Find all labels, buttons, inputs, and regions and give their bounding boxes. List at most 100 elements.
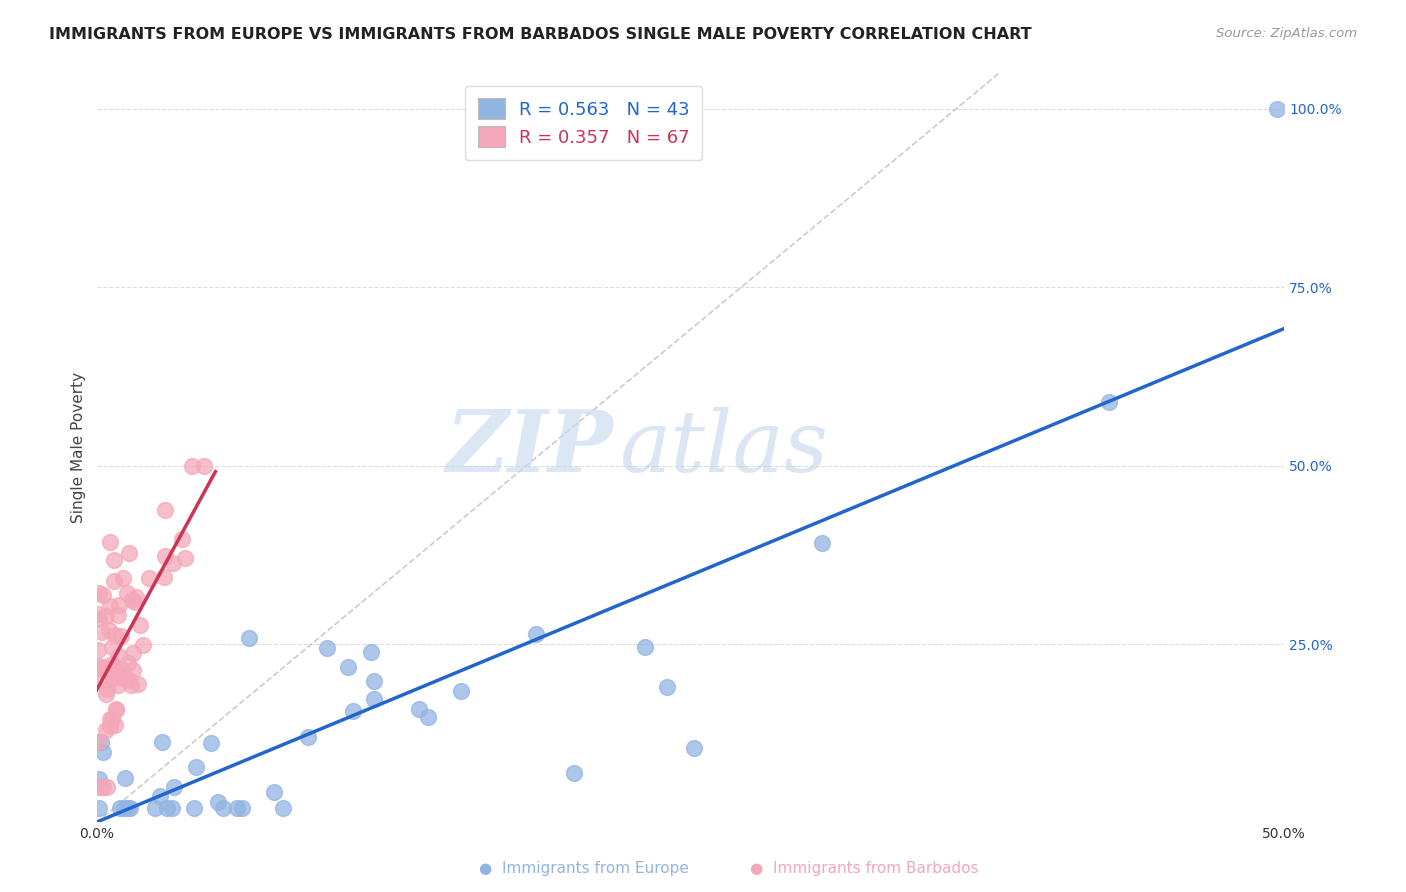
Point [98,624,121,638]
Text: atlas: atlas [619,407,828,489]
Point [98,712,121,726]
Point [122,646,145,660]
Text: ZIP: ZIP [446,406,613,490]
Point [87,642,110,657]
Point [90,661,112,675]
Point [450,684,472,698]
Point [118,546,141,560]
Point [127,677,149,691]
Point [87,735,110,749]
Point [811,535,834,549]
Point [89,801,111,815]
Point [184,760,207,774]
Point [655,680,678,694]
Point [132,638,155,652]
Point [87,607,110,622]
Point [107,607,129,622]
Point [104,666,127,681]
Point [105,701,128,715]
Point [138,570,160,584]
Point [101,671,124,685]
Point [316,640,339,655]
Point [91,588,114,602]
Point [117,801,139,815]
Point [114,672,136,686]
Point [104,627,127,641]
Point [115,586,138,600]
Point [342,704,364,718]
Point [1265,102,1288,116]
Point [111,571,134,585]
Point [87,658,110,673]
Point [101,657,124,672]
Point [114,771,136,785]
Point [207,795,229,809]
Point [153,549,176,563]
Text: ●  Immigrants from Barbados: ● Immigrants from Barbados [751,861,979,876]
Point [174,550,197,565]
Point [156,801,179,815]
Point [110,629,132,643]
Point [103,574,125,588]
Point [524,627,547,641]
Point [87,772,110,786]
Text: ●  Immigrants from Europe: ● Immigrants from Europe [478,861,689,876]
Point [90,735,112,749]
Point [408,702,430,716]
Point [101,640,124,654]
Point [1098,395,1121,409]
Point [93,672,115,686]
Point [96,682,118,697]
Point [93,780,115,794]
Point [91,624,114,639]
Legend: R = 0.563   N = 43, R = 0.357   N = 67: R = 0.563 N = 43, R = 0.357 N = 67 [465,86,703,160]
Point [103,659,125,673]
Point [122,663,145,677]
Point [96,609,118,624]
Point [121,593,143,607]
Point [160,801,183,815]
Point [107,678,129,692]
Point [271,801,294,815]
Point [107,649,129,664]
Point [107,666,129,681]
Point [225,801,247,815]
Point [153,570,176,584]
Point [363,692,385,706]
Point [153,503,176,517]
Point [118,801,141,815]
Point [297,731,319,745]
Point [162,557,184,571]
Point [193,458,215,473]
Point [98,599,121,613]
Point [96,780,118,794]
Point [124,595,146,609]
Point [87,780,110,794]
Point [98,534,121,549]
Point [112,801,135,815]
Point [634,640,657,655]
Text: Source: ZipAtlas.com: Source: ZipAtlas.com [1216,27,1357,40]
Point [93,660,115,674]
Point [125,590,148,604]
Point [120,678,142,692]
Text: IMMIGRANTS FROM EUROPE VS IMMIGRANTS FROM BARBADOS SINGLE MALE POVERTY CORRELATI: IMMIGRANTS FROM EUROPE VS IMMIGRANTS FRO… [49,27,1032,42]
Point [98,719,121,733]
Point [108,801,131,815]
Point [231,801,253,815]
Point [104,718,127,732]
Point [263,785,285,799]
Point [118,673,141,687]
Point [163,780,186,794]
Point [149,789,172,804]
Point [87,586,110,600]
Point [562,765,585,780]
Point [238,631,260,645]
Point [91,746,114,760]
Point [94,723,117,737]
Point [94,687,117,701]
Point [212,801,235,815]
Point [128,617,150,632]
Point [108,598,131,612]
Point [111,663,134,677]
